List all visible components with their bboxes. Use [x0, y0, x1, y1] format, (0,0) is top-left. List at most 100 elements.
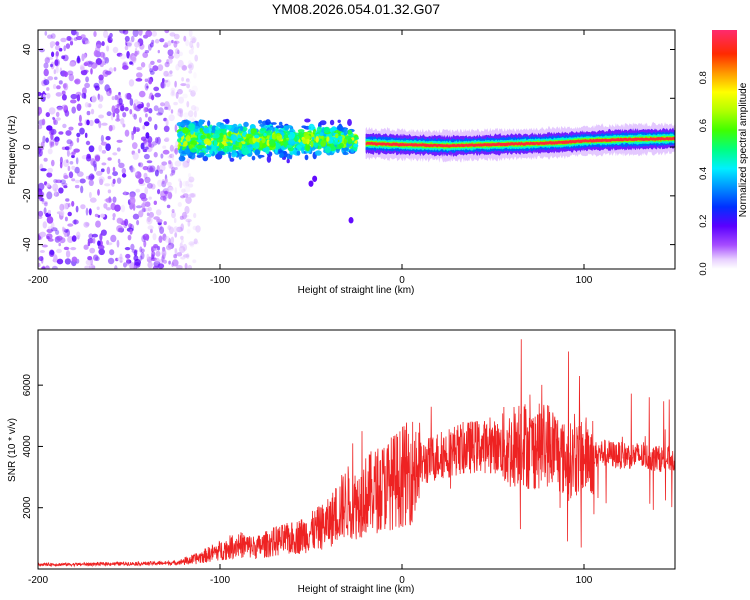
heatmap-cell — [135, 188, 141, 193]
heatmap-cell — [41, 200, 48, 205]
heatmap-cell — [93, 163, 97, 172]
heatmap-cell — [160, 153, 164, 159]
heatmap-cell — [66, 159, 69, 164]
heatmap-cell — [90, 108, 95, 115]
heatmap-cell — [124, 247, 131, 251]
heatmap-cell — [112, 213, 116, 218]
heatmap-cell — [140, 136, 147, 142]
heatmap-cell — [67, 211, 72, 217]
heatmap-cell — [128, 223, 133, 229]
colorbar-tick-label: 0.0 — [698, 262, 709, 275]
heatmap-cell — [190, 36, 197, 43]
heatmap-cell — [178, 155, 186, 162]
x-tick-label: -200 — [28, 575, 48, 586]
heatmap-cell — [150, 60, 155, 65]
heatmap-cell — [53, 69, 56, 75]
heatmap-cell — [42, 135, 46, 144]
heatmap-cell — [51, 265, 58, 269]
heatmap-cell — [275, 128, 279, 132]
heatmap-cell — [149, 68, 154, 73]
heatmap-cell — [133, 103, 137, 111]
heatmap-cell — [313, 142, 318, 148]
heatmap-cell — [347, 118, 352, 127]
heatmap-cell — [43, 68, 49, 77]
heatmap-cell — [125, 253, 131, 259]
heatmap-cell — [139, 255, 143, 261]
heatmap-cell — [67, 203, 71, 208]
heatmap-cell — [168, 191, 173, 200]
heatmap-cell — [183, 112, 190, 118]
heatmap-cell — [190, 140, 198, 146]
heatmap-cell — [89, 263, 95, 269]
heatmap-cell — [178, 178, 182, 182]
heatmap-cell — [265, 119, 271, 126]
heatmap-cell — [191, 85, 198, 93]
heatmap-cell — [94, 213, 99, 218]
colorbar-tick-label: 0.8 — [698, 71, 709, 84]
heatmap-cell — [116, 52, 123, 57]
heatmap-cell — [46, 92, 51, 99]
heatmap-cell — [117, 256, 124, 262]
heatmap-cell — [101, 162, 107, 166]
heatmap-cell — [47, 238, 54, 242]
heatmap-cell — [45, 55, 50, 62]
heatmap-cell — [48, 107, 56, 115]
heatmap-cell — [162, 145, 167, 149]
heatmap-cell — [203, 127, 210, 134]
heatmap-cell — [86, 110, 91, 116]
heatmap-cell — [85, 76, 89, 83]
heatmap-cell — [130, 165, 134, 173]
heatmap-cell — [148, 142, 152, 148]
heatmap-cell — [71, 154, 75, 159]
heatmap-cell — [153, 105, 159, 112]
heatmap-cell — [71, 106, 76, 114]
heatmap-cell — [212, 133, 220, 139]
heatmap-cell — [41, 244, 48, 248]
heatmap-cell — [108, 125, 113, 132]
heatmap-cell — [124, 92, 131, 100]
heatmap-cell — [164, 42, 168, 47]
heatmap-cell — [38, 262, 41, 268]
heatmap-cell — [193, 241, 200, 245]
heatmap-cell — [71, 200, 75, 207]
heatmap-cell — [43, 207, 47, 215]
heatmap-cell — [122, 112, 127, 118]
heatmap-cell — [103, 203, 108, 209]
heatmap-cell — [238, 153, 242, 160]
heatmap-cell — [292, 150, 298, 155]
heatmap-cell — [47, 148, 53, 155]
heatmap-cell — [217, 151, 225, 156]
heatmap-cell — [179, 109, 183, 118]
heatmap-cell — [124, 45, 129, 51]
heatmap-cell — [47, 34, 53, 39]
heatmap-cell — [43, 157, 48, 162]
heatmap-cell — [183, 141, 188, 147]
heatmap-cell — [160, 190, 167, 198]
heatmap-cell — [222, 119, 230, 123]
heatmap-cell — [104, 84, 110, 92]
heatmap-cell — [99, 51, 105, 58]
heatmap-cell — [54, 138, 59, 146]
heatmap-cell — [146, 102, 150, 108]
heatmap-cell — [169, 173, 173, 177]
heatmap-cell — [75, 35, 83, 41]
heatmap-cell — [182, 93, 188, 99]
heatmap-cell — [147, 225, 154, 230]
heatmap-cell — [176, 122, 184, 127]
heatmap-cell — [294, 135, 298, 143]
heatmap-cell — [184, 148, 191, 154]
heatmap-cell — [138, 90, 146, 98]
heatmap-cell — [64, 232, 68, 237]
heatmap-cell — [164, 137, 170, 142]
heatmap-cell — [141, 235, 146, 243]
heatmap-cell — [174, 124, 178, 133]
heatmap-cell — [269, 127, 274, 131]
heatmap-cell — [174, 248, 178, 253]
heatmap-cell — [115, 118, 121, 122]
heatmap-cell — [143, 121, 150, 127]
heatmap-cell — [164, 236, 170, 243]
heatmap-cell — [74, 179, 80, 184]
heatmap-cell — [65, 130, 72, 136]
heatmap-cell — [38, 147, 41, 155]
